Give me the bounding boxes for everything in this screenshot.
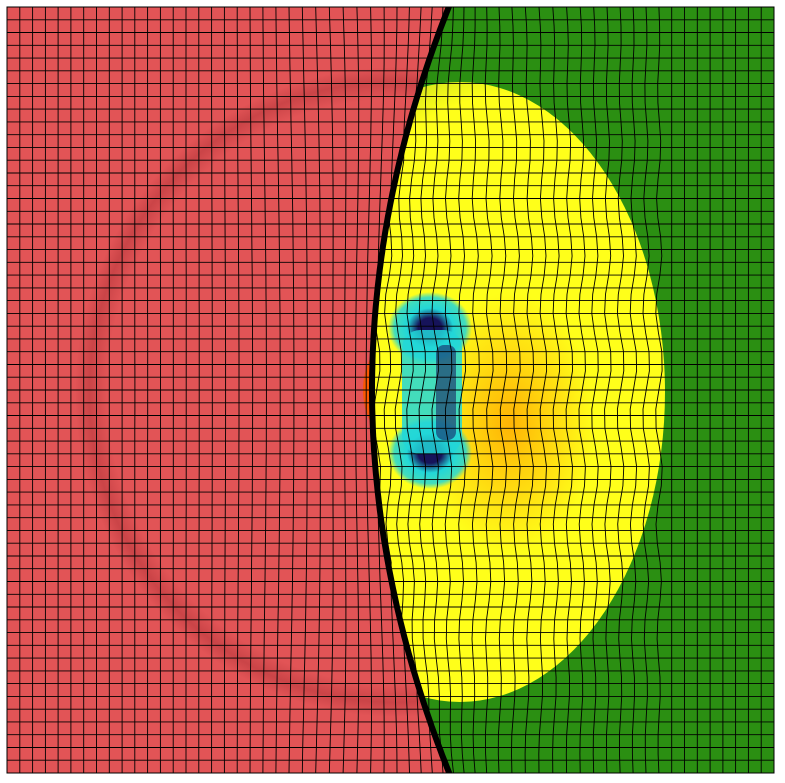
mesh-grid: [7, 7, 774, 773]
vortex-bridge-core: [436, 345, 456, 440]
plot-frame: [7, 7, 774, 773]
plot-border: [6, 6, 775, 774]
vortex-pair: [388, 292, 472, 489]
material-interface: [369, 7, 453, 773]
